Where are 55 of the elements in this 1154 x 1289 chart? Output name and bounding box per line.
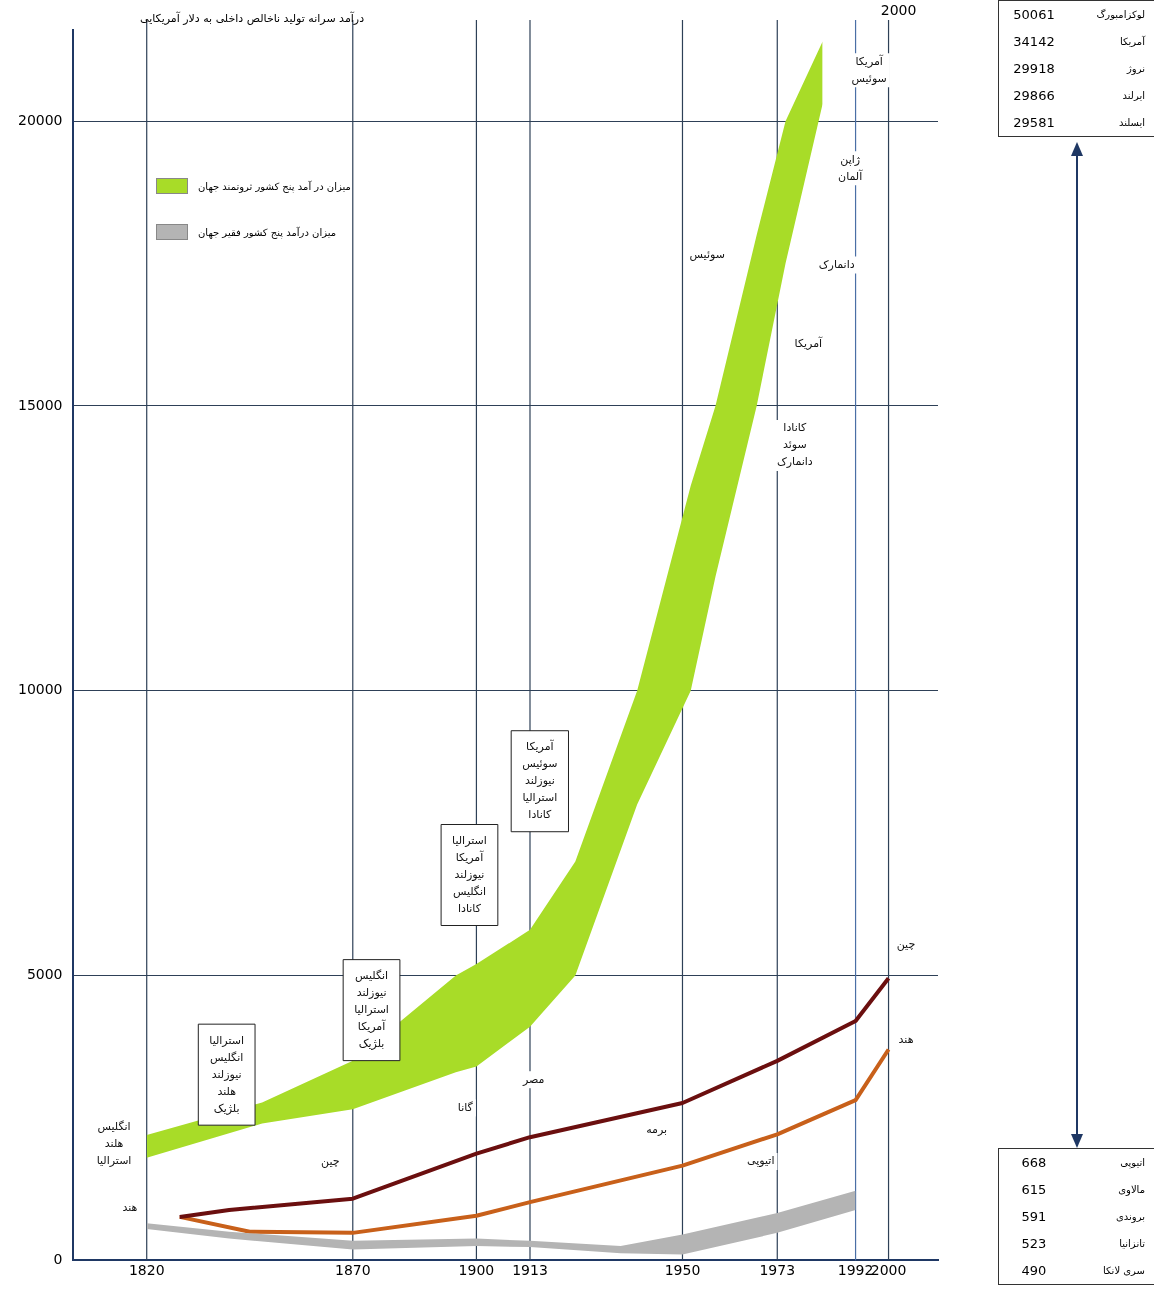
text: ایرلند	[1121, 89, 1146, 103]
x-tick-label: 1900	[458, 1262, 495, 1279]
text: مالاوی	[1117, 1183, 1146, 1198]
annotation: گانا	[457, 1100, 474, 1114]
annotation: هند	[898, 1033, 914, 1047]
text: بروندی	[1115, 1210, 1146, 1225]
y-tick-label: 15000	[17, 396, 63, 413]
y-tick-label: 10000	[17, 681, 63, 698]
text: 490	[1020, 1262, 1048, 1280]
x-tick-label: 2000	[870, 1262, 907, 1279]
annotation: کانادا سوئد دانمارک	[776, 421, 813, 469]
y-tick-label: 0	[53, 1250, 63, 1267]
annotation: استرالیا انگلیس نیوزلند هلند بلژیک	[209, 1033, 245, 1115]
text: 50061	[1012, 6, 1056, 24]
text: 615	[1020, 1181, 1048, 1199]
annotation: چین	[896, 938, 916, 952]
x-tick-label: 1870	[334, 1262, 371, 1279]
ref-line-label: 2000	[880, 1, 917, 18]
text: 29866	[1012, 87, 1056, 105]
legend-label: میزان در آمد پنج کشور ثروتمند جهان	[198, 180, 351, 192]
x-tick-label: 1973	[759, 1262, 796, 1279]
annotation: ژاپن آلمان	[838, 152, 864, 183]
text: نروژ	[1125, 62, 1146, 77]
text: 34142	[1012, 33, 1056, 51]
annotation: آمریکا سوئیس	[851, 53, 887, 85]
text: لوکزامبورگ	[1095, 8, 1146, 22]
text: ایسلند	[1117, 116, 1146, 130]
legend-label: میزان درآمد پنج کشور فقیر جهان	[198, 226, 337, 238]
y-tick-label: 20000	[17, 111, 63, 128]
text: 29918	[1012, 60, 1056, 78]
annotation: اتیوپی	[747, 1154, 775, 1168]
text: تانزانیا	[1118, 1237, 1146, 1251]
annotation: انگلیس هلند استرالیا	[96, 1120, 132, 1168]
annotation: چین	[321, 1155, 340, 1169]
text: 29581	[1012, 114, 1056, 132]
annotation: آمریکا	[794, 336, 824, 351]
text: آمریکا	[1119, 34, 1147, 49]
text: اتیوپی	[1119, 1156, 1146, 1171]
text: 523	[1020, 1235, 1048, 1253]
chart-title: درآمد سرانه تولید ناخالص داخلی به دلار آمریکایی	[140, 12, 365, 25]
annotation: استرالیا آمریکا نیوزلند انگلیس کانادا	[452, 833, 487, 915]
x-tick-label: 1950	[664, 1262, 701, 1279]
annotation: آمریکا سوئیس نیوزلند استرالیا کانادا	[522, 739, 558, 822]
y-tick-label: 5000	[26, 966, 63, 983]
annotation: برمه	[646, 1122, 668, 1136]
text: سری لانکا	[1102, 1264, 1146, 1278]
annotation: مصر	[521, 1072, 545, 1086]
x-tick-label: 1913	[512, 1262, 548, 1279]
x-tick-label: 1820	[128, 1262, 165, 1279]
annotation: سوئیس	[689, 247, 725, 261]
text: 668	[1020, 1154, 1048, 1172]
text: 591	[1020, 1208, 1048, 1226]
annotation: هند	[122, 1200, 138, 1214]
annotation: دانمارک	[818, 257, 855, 271]
annotation: انگلیس نیوزلند استرالیا آمریکا بلژیک	[354, 968, 389, 1050]
